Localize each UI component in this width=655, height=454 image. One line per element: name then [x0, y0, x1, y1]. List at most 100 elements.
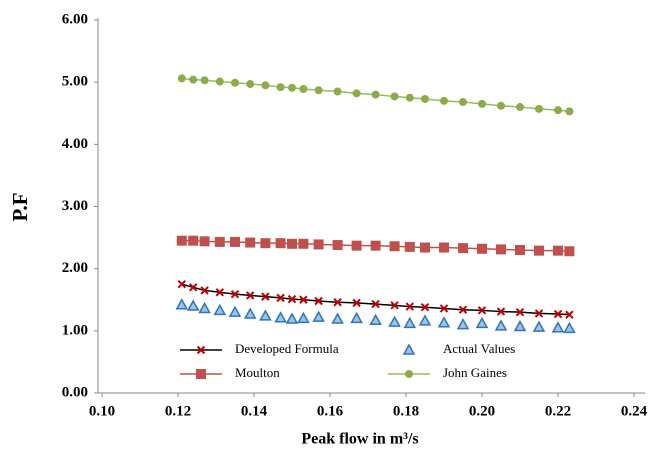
- legend-marker: [402, 343, 416, 355]
- marker: [274, 311, 287, 323]
- marker: [228, 305, 242, 317]
- marker: [177, 74, 186, 83]
- x-axis-title: Peak flow in m³/s: [301, 431, 418, 448]
- marker: [198, 301, 211, 314]
- marker: [259, 309, 272, 321]
- marker: [389, 241, 400, 252]
- series: [177, 74, 574, 116]
- x-tick-label: 0.18: [393, 403, 419, 419]
- marker: [350, 311, 363, 324]
- y-tick-label: 6.00: [62, 11, 88, 27]
- marker: [275, 238, 286, 249]
- marker: [314, 296, 323, 306]
- marker: [439, 242, 449, 253]
- marker: [287, 294, 297, 304]
- marker: [245, 291, 255, 300]
- marker: [352, 89, 361, 98]
- marker: [516, 103, 524, 112]
- marker: [388, 315, 401, 327]
- marker: [333, 298, 342, 307]
- marker: [351, 240, 362, 251]
- marker: [189, 75, 198, 84]
- x-tick-label: 0.16: [317, 403, 344, 419]
- legend: Developed Formula Actual Values Moulton Joh…: [180, 341, 515, 380]
- legend-label: Moulton: [235, 365, 280, 380]
- marker: [332, 240, 343, 251]
- marker: [439, 304, 449, 313]
- marker: [230, 236, 240, 247]
- marker: [287, 238, 297, 249]
- marker: [403, 316, 417, 329]
- marker: [420, 303, 430, 312]
- marker: [246, 80, 255, 89]
- y-tick-label: 3.00: [62, 198, 88, 214]
- marker: [515, 245, 525, 256]
- marker: [404, 241, 415, 252]
- marker: [285, 312, 299, 324]
- marker: [231, 78, 239, 87]
- legend-marker: [196, 369, 206, 379]
- marker: [496, 244, 506, 255]
- marker: [261, 81, 270, 90]
- y-tick-label: 0.00: [62, 384, 88, 400]
- marker: [405, 302, 415, 311]
- marker: [200, 286, 209, 295]
- x-tick-label: 0.24: [621, 403, 648, 419]
- marker: [176, 235, 187, 246]
- marker: [276, 83, 285, 92]
- marker: [333, 87, 342, 96]
- marker: [563, 321, 576, 334]
- marker: [421, 94, 429, 103]
- marker: [478, 99, 486, 108]
- marker: [456, 318, 470, 330]
- x-tick-label: 0.10: [89, 403, 115, 419]
- y-tick-label: 1.00: [62, 322, 88, 338]
- marker: [186, 299, 200, 311]
- marker: [214, 236, 225, 247]
- series: [176, 235, 575, 257]
- marker: [261, 292, 270, 301]
- marker: [298, 238, 309, 249]
- marker: [299, 85, 308, 94]
- marker: [175, 298, 189, 310]
- marker: [494, 319, 508, 331]
- series: [177, 280, 574, 319]
- marker: [331, 312, 344, 324]
- marker: [299, 295, 308, 304]
- marker: [390, 301, 399, 310]
- marker: [554, 106, 562, 115]
- legend-marker: [405, 370, 413, 378]
- legend-label: Developed Formula: [235, 341, 339, 356]
- marker: [564, 246, 575, 257]
- marker: [370, 240, 381, 251]
- marker: [437, 316, 451, 328]
- y-axis-title: P.F: [8, 193, 32, 222]
- marker: [245, 237, 256, 248]
- marker: [177, 280, 187, 289]
- marker: [513, 319, 527, 332]
- marker: [297, 311, 310, 324]
- marker: [553, 309, 563, 319]
- legend-marker: [196, 345, 206, 355]
- y-tick-label: 2.00: [62, 260, 88, 276]
- marker: [534, 245, 544, 256]
- marker: [497, 101, 505, 110]
- marker: [475, 316, 489, 329]
- legend-label: John Gaines: [443, 365, 507, 380]
- marker: [276, 293, 285, 303]
- marker: [199, 236, 210, 247]
- y-tick-label: 4.00: [62, 136, 88, 152]
- y-tick-label: 5.00: [62, 74, 88, 90]
- marker: [243, 307, 257, 319]
- marker: [260, 238, 271, 249]
- marker: [200, 76, 209, 85]
- marker: [553, 245, 563, 256]
- marker: [312, 310, 325, 322]
- marker: [565, 310, 574, 319]
- marker: [420, 242, 430, 253]
- marker: [535, 104, 543, 113]
- series-line: [181, 283, 570, 316]
- marker: [188, 235, 199, 246]
- marker: [418, 314, 432, 326]
